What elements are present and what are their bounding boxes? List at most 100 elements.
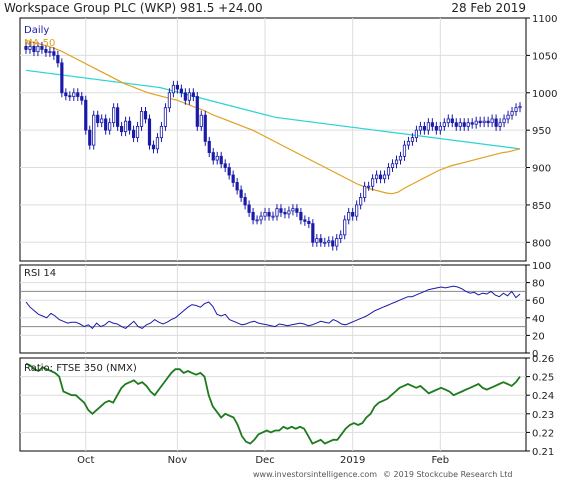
ratio-y-tick-label: 0.21 — [532, 447, 554, 458]
candle-body — [191, 92, 195, 97]
candle-body — [100, 118, 104, 124]
candle-body — [251, 211, 255, 221]
candle-body — [502, 118, 506, 124]
candle-body — [279, 208, 283, 213]
candle-body — [442, 122, 446, 127]
rsi-y-tick-label: 100 — [532, 261, 551, 272]
rsi-y-tick-label: 80 — [532, 279, 545, 290]
candle-body — [139, 111, 144, 127]
candle-body — [450, 118, 454, 124]
candle-body — [68, 95, 72, 98]
candle-body — [319, 238, 323, 243]
candle-body — [402, 144, 407, 157]
ma-fast-line — [25, 39, 521, 195]
rsi-line — [25, 285, 521, 330]
footer-copyright: © 2019 Stockcube Research Ltd — [383, 470, 513, 479]
candle-body — [271, 215, 275, 218]
candle-body — [303, 219, 307, 222]
candle-body — [498, 122, 502, 127]
candle-body — [131, 129, 136, 139]
candle-body — [275, 208, 279, 217]
candle-body — [155, 137, 160, 150]
candle-body — [454, 122, 458, 127]
candle-body — [183, 92, 187, 101]
candle-body — [60, 62, 64, 94]
candle-body — [48, 51, 52, 54]
candle-body — [255, 219, 259, 222]
candle-body — [239, 189, 243, 198]
candle-body — [235, 182, 239, 191]
candle-body — [88, 129, 92, 146]
candle-body — [458, 122, 462, 127]
ratio-y-tick-label: 0.23 — [532, 410, 554, 421]
candle-body — [386, 167, 391, 176]
candle-body — [486, 120, 490, 124]
candle-body — [40, 46, 44, 50]
candle-body — [263, 211, 267, 217]
candle-body — [112, 107, 116, 124]
candle-body — [120, 126, 124, 133]
candle-body — [243, 197, 247, 206]
candle-body — [482, 120, 486, 124]
ratio-line — [25, 362, 521, 445]
candle-body — [359, 197, 363, 206]
candle-body — [163, 107, 168, 127]
rsi-y-tick-label: 40 — [532, 314, 545, 325]
candle-body — [147, 118, 152, 146]
candle-body — [490, 118, 494, 124]
candle-body — [72, 92, 76, 97]
candle-body — [116, 107, 120, 127]
candle-body — [394, 159, 399, 165]
candle-body — [215, 155, 219, 161]
candle-body — [438, 126, 442, 131]
price-ma-fast-label: MA 50 — [24, 38, 55, 49]
x-tick-label: Oct — [77, 455, 94, 466]
rsi-panel-frame — [19, 264, 527, 354]
candle-body — [363, 185, 367, 198]
candle-body — [167, 92, 172, 109]
candle-body — [351, 211, 355, 217]
candle-body — [466, 122, 470, 127]
price-y-tick-label: 850 — [532, 201, 551, 212]
candle-body — [390, 163, 395, 168]
x-tick-label: Dec — [255, 455, 274, 466]
candle-body — [474, 120, 478, 125]
candle-body — [179, 88, 183, 94]
candle-body — [223, 163, 227, 168]
candle-body — [36, 46, 40, 53]
candle-body — [518, 106, 522, 109]
ratio-y-tick-label: 0.26 — [532, 354, 554, 365]
candle-body — [410, 137, 415, 142]
candle-body — [398, 155, 403, 161]
candle-body — [430, 122, 434, 127]
price-period-label: Daily — [24, 25, 49, 36]
candle-body — [84, 99, 88, 131]
rsi-y-tick-label: 0 — [532, 349, 538, 360]
candle-body — [434, 126, 438, 131]
candle-body — [44, 49, 48, 53]
candle-body — [367, 185, 371, 188]
price-y-tick-label: 950 — [532, 126, 551, 137]
candle-body — [56, 54, 60, 64]
candle-body — [339, 234, 343, 239]
price-y-tick-label: 900 — [532, 164, 551, 175]
candle-body — [259, 215, 263, 221]
candle-body — [24, 46, 28, 50]
candle-body — [462, 122, 466, 127]
candle-body — [219, 155, 223, 165]
candle-body — [331, 240, 335, 247]
candle-body — [135, 126, 140, 139]
candle-body — [335, 238, 339, 247]
candle-body — [283, 211, 287, 215]
price-y-tick-label: 1100 — [532, 14, 557, 25]
rsi-y-tick-label: 20 — [532, 331, 545, 342]
candle-body — [187, 92, 191, 101]
footer-website: www.investorsintelligence.com — [253, 470, 378, 479]
candle-body — [355, 204, 359, 217]
candle-body — [514, 107, 518, 112]
candle-body — [414, 129, 419, 139]
candle-body — [510, 111, 514, 116]
candle-body — [127, 120, 132, 131]
rsi-y-tick-label: 60 — [532, 296, 545, 307]
